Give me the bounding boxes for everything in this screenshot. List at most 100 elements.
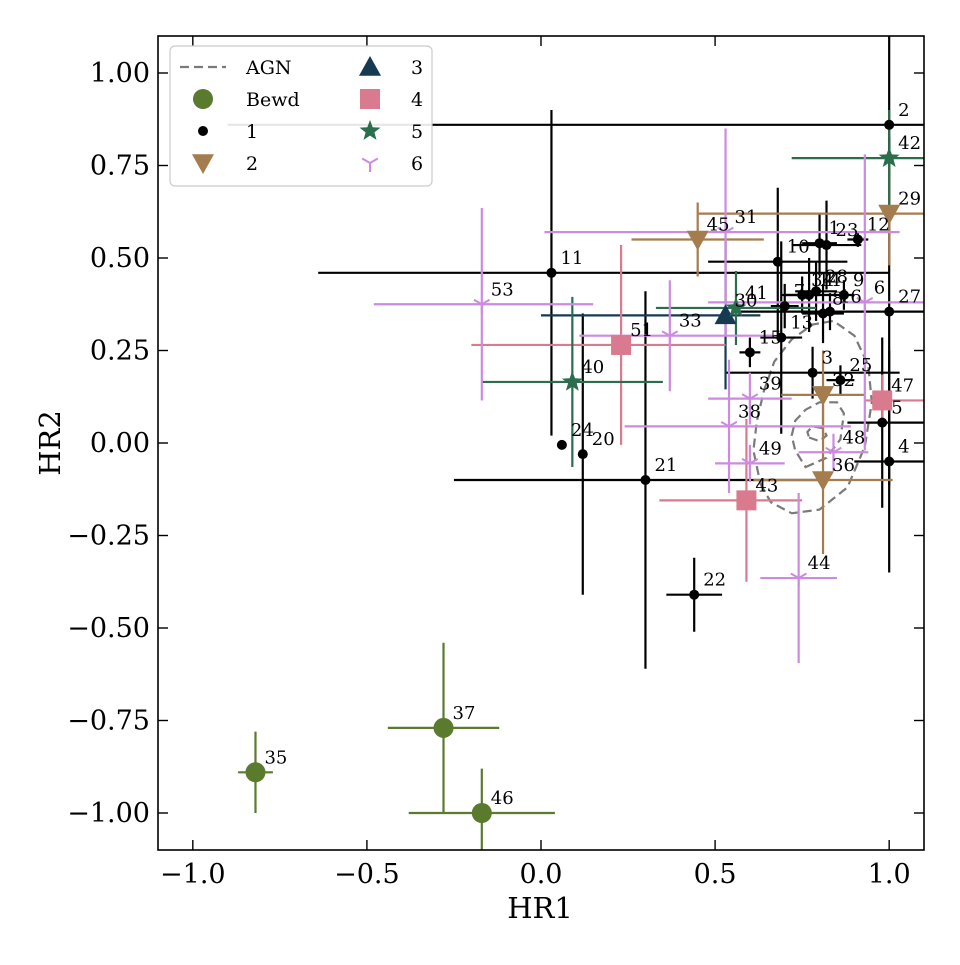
marker-22	[689, 589, 700, 600]
marker-4	[884, 456, 895, 467]
point-label-1: 1	[829, 218, 840, 239]
x-axis-title: HR1	[507, 891, 573, 925]
marker-28	[811, 286, 822, 297]
marker-47	[872, 390, 893, 411]
y-tick-label-6: 0.50	[90, 243, 150, 274]
point-label-30: 30	[735, 290, 758, 311]
y-tick-label-1: −0.75	[67, 706, 150, 737]
legend-swatch-bewd	[193, 89, 213, 109]
point-label-53: 53	[491, 279, 514, 300]
y-tick-label-5: 0.25	[90, 336, 150, 367]
marker-51	[611, 334, 632, 355]
marker-31	[717, 226, 734, 242]
marker-5	[877, 417, 888, 428]
legend-swatch-4	[360, 89, 380, 109]
point-label-44: 44	[808, 553, 831, 574]
marker-40	[561, 371, 583, 391]
point-label-9: 9	[853, 270, 864, 291]
point-label-45: 45	[707, 215, 730, 236]
y-tick-label-0: −1.00	[67, 798, 150, 829]
point-label-27: 27	[898, 287, 921, 308]
point-label-7: 7	[794, 281, 805, 302]
marker-2	[884, 119, 895, 130]
point-label-8: 8	[832, 289, 843, 310]
data-markers	[245, 119, 901, 823]
marker-15	[744, 347, 755, 358]
x-tick-label-4: 1.0	[868, 859, 911, 890]
point-label-51: 51	[630, 320, 653, 341]
marker-23	[821, 240, 832, 251]
marker-44	[790, 572, 807, 588]
point-label-36: 36	[832, 455, 855, 476]
point-label-47: 47	[891, 375, 914, 396]
marker-42	[878, 147, 900, 167]
marker-49	[741, 457, 759, 473]
x-tick-label-0: −1.0	[160, 859, 226, 890]
legend-label-bewd: Bewd	[246, 89, 300, 111]
point-label-38: 38	[738, 401, 761, 422]
point-label-13: 13	[790, 313, 813, 334]
point-label-24: 24	[571, 420, 594, 441]
legend-swatch-1	[198, 126, 208, 136]
legend-label-4: 4	[411, 89, 423, 111]
point-label-46: 46	[491, 788, 514, 809]
marker-38	[720, 420, 738, 436]
legend-label-3: 3	[411, 57, 423, 79]
marker-16	[824, 306, 835, 317]
legend-swatch-2	[192, 154, 214, 174]
marker-34	[797, 290, 808, 300]
agn-contour-outer	[752, 319, 873, 515]
x-tick-label-3: 0.5	[694, 859, 737, 890]
point-label-5: 5	[891, 398, 902, 419]
marker-6	[856, 297, 874, 312]
point-label-16: 16	[839, 287, 862, 308]
point-label-37: 37	[453, 703, 476, 724]
marker-25	[835, 375, 846, 386]
point-label-31: 31	[735, 207, 758, 228]
x-tick-label-1: −0.5	[334, 859, 400, 890]
point-label-40: 40	[581, 357, 604, 378]
marker-48	[825, 446, 842, 462]
legend-swatch-6	[361, 157, 379, 172]
point-label-34: 34	[811, 270, 834, 291]
marker-46	[471, 803, 492, 823]
point-label-12: 12	[867, 215, 890, 236]
marker-53	[473, 298, 491, 314]
legend-label-2: 2	[246, 153, 258, 175]
point-label-28: 28	[825, 266, 848, 287]
marker-20	[577, 449, 588, 460]
point-label-11: 11	[560, 248, 583, 269]
point-label-6: 6	[874, 277, 885, 298]
point-label-41: 41	[745, 283, 768, 304]
marker-7	[779, 301, 790, 312]
point-label-49: 49	[759, 438, 782, 459]
point-label-43: 43	[755, 475, 778, 496]
point-label-42: 42	[898, 133, 921, 154]
point-label-48: 48	[842, 427, 865, 448]
legend-label-agn: AGN	[245, 57, 292, 79]
point-label-39: 39	[759, 374, 782, 395]
point-label-10: 10	[787, 237, 810, 258]
legend-label-5: 5	[411, 121, 423, 143]
marker-9	[838, 290, 849, 300]
marker-21	[640, 475, 651, 485]
marker-27	[884, 306, 895, 317]
marker-37	[433, 717, 454, 738]
point-label-4: 4	[898, 437, 909, 458]
point-label-21: 21	[654, 455, 677, 476]
point-label-2: 2	[898, 100, 909, 121]
marker-45	[686, 230, 709, 251]
point-label-3: 3	[822, 348, 833, 369]
axes: −1.0 −0.5 0.0 0.5 1.0 −1.00 −0.75 −0.50 −0.25 0.0…	[67, 35, 925, 890]
point-label-25: 25	[849, 355, 872, 376]
point-label-15: 15	[759, 327, 782, 348]
point-label-32: 32	[832, 370, 855, 391]
legend-box	[169, 45, 433, 187]
marker-11	[546, 267, 557, 278]
legend-swatch-3	[359, 56, 381, 76]
legend-label-1: 1	[246, 121, 258, 143]
marker-29	[878, 204, 901, 225]
